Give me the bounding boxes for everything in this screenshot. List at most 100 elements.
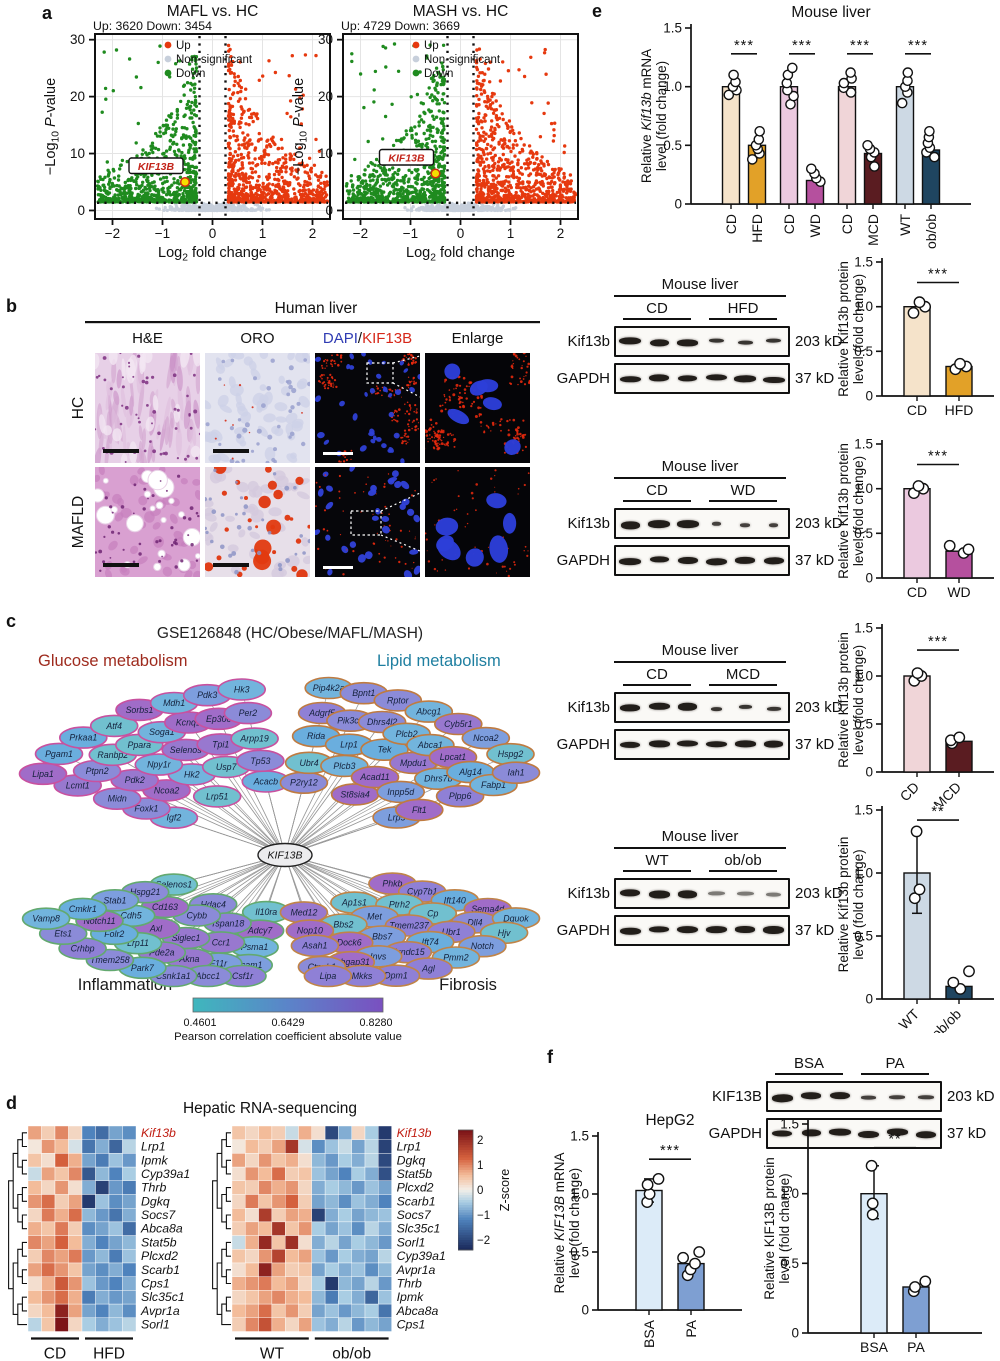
panel-a: a MAFL vs. HC Up: 3620 Down: 3454 Up Non-si… xyxy=(0,0,640,292)
svg-text:−2: −2 xyxy=(353,226,368,241)
svg-text:Down: Down xyxy=(176,68,205,80)
blot-groups: CD MCD xyxy=(614,666,786,686)
svg-text:20: 20 xyxy=(318,89,333,104)
blot-band xyxy=(619,376,641,383)
blot-lane xyxy=(702,880,731,907)
blot-lane xyxy=(702,731,731,758)
blot-kd-label: 203 kD xyxy=(795,515,843,532)
heatmap-hm_right: Kif13bLrp1DgkqStat5bPlcxd2Scarb1Socs7Slc… xyxy=(212,1125,446,1361)
blot-target-label: GAPDH xyxy=(556,922,610,939)
blot-kd-label: 203 kD xyxy=(795,333,843,350)
blot-box xyxy=(614,878,790,909)
blot-lane xyxy=(731,731,760,758)
panel-e: e 1.5 1.0 0.5 0 *** *** *** *** CD HFD CD WD CD MCD WT… xyxy=(540,0,1000,1042)
blot-band xyxy=(734,557,756,564)
blot-band xyxy=(620,704,641,712)
blot-lane xyxy=(673,547,702,574)
blot-target-label: GAPDH xyxy=(708,1125,762,1142)
blot-lane xyxy=(731,510,760,537)
blot-band xyxy=(619,337,642,345)
panel-c-label: c xyxy=(6,611,17,631)
blot-band xyxy=(766,338,782,343)
micrograph-oro_hc xyxy=(205,353,310,463)
blot-band xyxy=(734,926,756,933)
blot-lane xyxy=(825,1083,854,1110)
blot-lane xyxy=(731,365,760,392)
blot-1: Mouse liver CD WD Kif13b 203 kD GAPDH 37 kD xyxy=(550,458,885,576)
blot-band xyxy=(917,1094,934,1099)
blot-band xyxy=(738,704,752,709)
heatmap-wt-obob: Kif13b Lrp1 Dgkq Stat5b Plcxd2 Scarb1 Socs7 Slc… xyxy=(206,1124,456,1361)
blot-lane xyxy=(673,731,702,758)
blot-lane xyxy=(616,328,645,355)
blot-band xyxy=(620,889,641,897)
gene-node: Inpp5d xyxy=(376,780,426,804)
blot-3: Mouse liver WT ob/ob Kif13b 203 kD GAPDH 37 kD xyxy=(550,828,885,946)
blot-band xyxy=(620,742,641,749)
blot-chart-2: 1.5 1.0 0.5 0 *** CD MCD Relative Kif13b protei… xyxy=(832,616,1000,813)
blot-box xyxy=(614,729,790,760)
svg-text:30: 30 xyxy=(318,32,333,47)
blot-band xyxy=(678,702,698,711)
panel-a-label: a xyxy=(42,3,53,23)
blot-row: GAPDH 37 kD xyxy=(702,1118,1000,1149)
gene-node: Pgam1 xyxy=(34,742,84,766)
blot-band xyxy=(708,337,724,343)
svg-text:MASH vs. HC: MASH vs. HC xyxy=(413,3,509,20)
blot-band xyxy=(676,519,699,528)
panel-f-label: f xyxy=(547,1047,553,1067)
blot-band xyxy=(648,702,670,710)
gene-node: Cyb5r1 xyxy=(433,712,483,736)
hepg2-blot: BSA PA KIF13B 203 kD GAPDH 37 kD xyxy=(702,1052,1000,1149)
micrograph-he_mafld xyxy=(95,467,200,577)
blot-section-obob: Mouse liver WT ob/ob Kif13b 203 kD GAPDH 37 kD… xyxy=(540,798,1000,1042)
svg-text:Up: 4729 Down: 3669: Up: 4729 Down: 3669 xyxy=(341,19,460,33)
panel-d-label: d xyxy=(6,1093,17,1113)
hub-node xyxy=(257,842,313,868)
micrograph-dapi_mafld xyxy=(315,467,420,577)
panel-f: f BSA PA KIF13B 203 kD GAPDH 37 kD 1.5 1.0 0.5 0… xyxy=(540,1040,1000,1361)
blot-band xyxy=(677,339,699,347)
panel-c: c GSE126848 (HC/Obese/MAFL/MASH) Glucose … xyxy=(0,608,545,1048)
blot-target-label: GAPDH xyxy=(556,552,610,569)
svg-text:−1: −1 xyxy=(403,226,418,241)
blot-target-label: Kif13b xyxy=(567,333,610,350)
network-svg: GSE126848 (HC/Obese/MAFL/MASH) Glucose me… xyxy=(18,625,541,1043)
cluster-label: Lipid metabolism xyxy=(377,652,501,670)
blot-lane xyxy=(616,917,645,944)
blot-header: Mouse liver xyxy=(614,276,786,297)
blot-band xyxy=(764,740,784,748)
svg-text:−Log10 P-value: −Log10 P-value xyxy=(291,78,310,175)
gene-node: Arpp19 xyxy=(230,727,279,750)
micrograph-oro_mafld xyxy=(205,467,310,577)
blot-band xyxy=(619,927,641,935)
svg-text:30: 30 xyxy=(70,32,85,47)
blot-section-mcd: Mouse liver CD MCD Kif13b 203 kD GAPDH 37 kD 1.… xyxy=(540,616,1000,813)
blot-lane xyxy=(673,917,702,944)
svg-text:Non-significant: Non-significant xyxy=(424,54,501,66)
blot-group-label: CD xyxy=(623,300,691,320)
blot-band xyxy=(763,925,785,934)
blot-row: Kif13b 203 kD xyxy=(550,692,885,723)
gene-node: Atf4 xyxy=(89,714,139,738)
row-label: MAFLD xyxy=(70,496,87,549)
blot-box xyxy=(766,1081,942,1112)
blot-band xyxy=(769,522,779,527)
micrograph-enl_hc xyxy=(425,353,530,463)
blot-lane xyxy=(616,880,645,907)
blot-lane xyxy=(702,917,731,944)
blot-lane xyxy=(883,1083,912,1110)
blot-band xyxy=(705,741,727,748)
blot-lane xyxy=(731,328,760,355)
blot-lane xyxy=(759,547,788,574)
hepg2-protein-chart: 1.5 1.0 0.5 0 ** BSA PA Relative KIF13B protein… xyxy=(758,1112,988,1361)
panel-b-label: b xyxy=(6,296,17,316)
blot-lane xyxy=(759,365,788,392)
micrograph-enl_mafld xyxy=(425,467,530,577)
blot-band xyxy=(647,519,671,528)
blot-lane xyxy=(673,328,702,355)
column-header-dapi-kif13b: DAPI/KIF13B xyxy=(323,330,412,347)
